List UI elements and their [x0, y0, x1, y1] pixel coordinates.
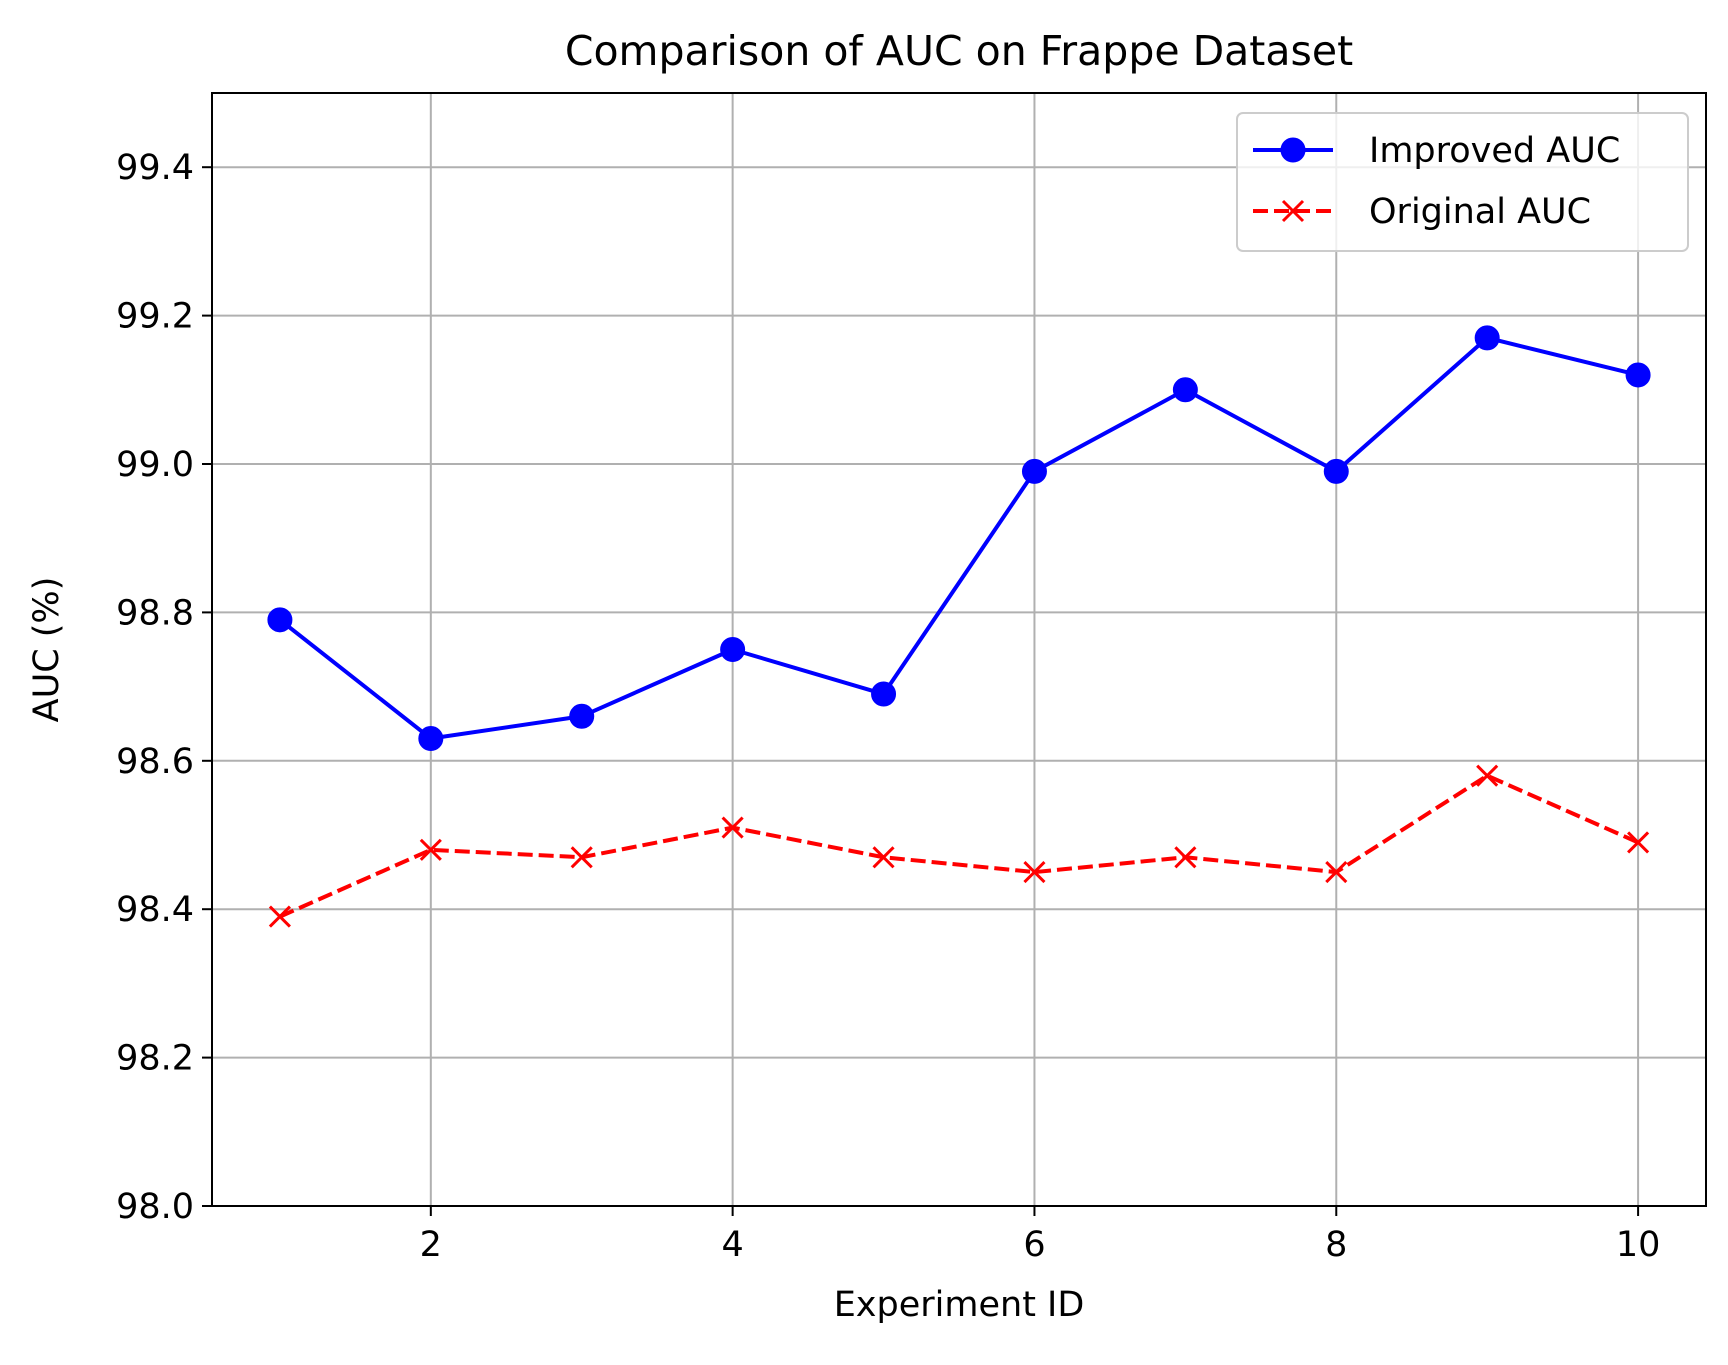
- legend-box: [1236, 112, 1689, 252]
- y-axis-label: AUC (%): [27, 577, 67, 723]
- x-tick-label: 10: [1616, 1225, 1661, 1265]
- x-marker-stroke: [419, 838, 442, 861]
- plot-frame: [211, 92, 1707, 1207]
- legend: Improved AUC Original AUC: [1236, 112, 1689, 252]
- x-axis-label: Experiment ID: [834, 1285, 1085, 1325]
- data-point: [267, 607, 293, 633]
- x-marker-stroke: [721, 816, 744, 839]
- y-tick-label: 99.0: [116, 445, 194, 485]
- legend-item: Original AUC: [1253, 192, 1591, 232]
- x-marker-stroke: [872, 846, 895, 869]
- data-point: [418, 726, 444, 752]
- axis-ticks: 2 4 6 8 10 98.0 98.2 98.4 98.6 98.8 99.0 99.2 99.4: [116, 148, 1660, 1265]
- legend-label: Improved AUC: [1369, 131, 1620, 171]
- series-line: [279, 773, 1639, 919]
- x-tick-label: 4: [721, 1225, 743, 1265]
- data-point: [1021, 458, 1047, 484]
- x-marker-stroke: [1627, 831, 1650, 854]
- data-point: [569, 703, 595, 729]
- data-point: [721, 816, 744, 839]
- legend-marker: [1281, 199, 1305, 223]
- data-point: [1625, 362, 1651, 388]
- legend-marker: [1280, 137, 1306, 163]
- y-tick-label: 99.2: [116, 297, 194, 337]
- x-marker-stroke: [1281, 199, 1305, 223]
- legend-item: Improved AUC: [1253, 131, 1620, 171]
- legend-label: Original AUC: [1369, 192, 1591, 232]
- data-point: [1476, 764, 1499, 787]
- x-tick-label: 2: [420, 1225, 442, 1265]
- x-marker-stroke: [1476, 764, 1499, 787]
- data-point: [1174, 846, 1197, 869]
- x-marker-stroke: [1023, 861, 1046, 884]
- chart-title: Comparison of AUC on Frappe Dataset: [565, 27, 1353, 75]
- x-marker-stroke: [268, 905, 291, 928]
- y-tick-label: 98.4: [116, 890, 194, 930]
- data-point: [570, 846, 593, 869]
- y-tick-label: 99.4: [116, 148, 194, 188]
- series-group: [267, 325, 1651, 928]
- y-tick-label: 98.0: [116, 1187, 194, 1227]
- data-point: [871, 681, 897, 707]
- series-line: [278, 335, 1639, 741]
- y-tick-label: 98.6: [116, 742, 194, 782]
- data-point: [1474, 325, 1500, 351]
- data-point: [1325, 861, 1348, 884]
- x-marker-stroke: [570, 846, 593, 869]
- data-point: [419, 838, 442, 861]
- data-point: [720, 637, 746, 662]
- y-tick-label: 98.2: [116, 1039, 194, 1079]
- x-marker-stroke: [1325, 861, 1348, 884]
- data-point: [268, 905, 291, 928]
- data-point: [1323, 458, 1349, 484]
- series-1: [268, 764, 1650, 928]
- data-point: [1023, 861, 1046, 884]
- x-tick-label: 8: [1325, 1225, 1347, 1265]
- x-marker-stroke: [1174, 846, 1197, 869]
- x-tick-label: 6: [1023, 1225, 1045, 1265]
- series-0: [267, 325, 1651, 752]
- y-tick-label: 98.8: [116, 593, 194, 633]
- data-point: [872, 846, 895, 869]
- data-point: [1627, 831, 1650, 854]
- data-point: [1172, 377, 1198, 403]
